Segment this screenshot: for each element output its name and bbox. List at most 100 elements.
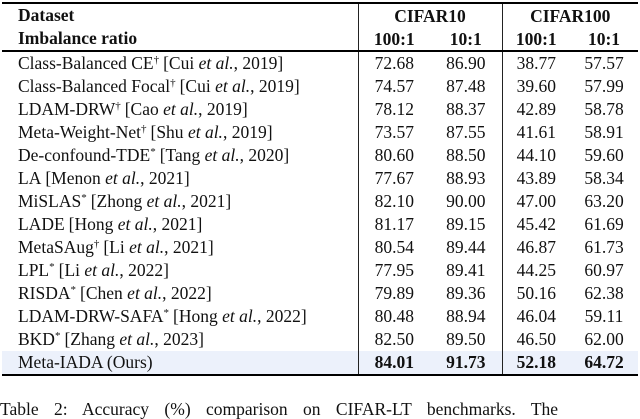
method-cell: LADE [Hong et al., 2021] <box>2 213 358 236</box>
header-cifar100-10to1: 10:1 <box>587 29 621 49</box>
citation: [Cui et al., 2019] <box>163 53 284 73</box>
value-cell-cifar100-10to1: 63.20 <box>584 191 624 211</box>
method-name: Class-Balanced CE <box>18 53 154 73</box>
value-cell-cifar100-100to1: 46.87 <box>501 236 570 259</box>
value-cell-cifar10-100to1: 78.12 <box>357 98 430 121</box>
value-cell-cifar10-10to1: 86.90 <box>446 53 486 73</box>
value-cell-cifar10-10to1: 89.44 <box>446 237 486 257</box>
value-cell-cifar100-100to1: 46.04 <box>501 305 570 328</box>
method-name: LDAM-DRW-SAFA <box>18 306 164 326</box>
table-row: LA [Menon et al., 2021] 77.67 88.93 43.89… <box>2 167 638 190</box>
header-cifar10-10to1: 10:1 <box>449 29 482 49</box>
header-group-cifar10: CIFAR10 <box>357 3 502 28</box>
value-cell-cifar10-10to1: 88.94 <box>446 306 486 326</box>
method-cell: De-confound-TDE* [Tang et al., 2020] <box>2 144 358 167</box>
value-cell-cifar10-10to1: 88.37 <box>446 99 486 119</box>
value-cell-cifar100-10to1: 57.57 <box>584 53 624 73</box>
method-name: BKD <box>18 329 55 349</box>
citation: [Cui et al., 2019] <box>179 76 300 96</box>
value-cell-cifar100-10to1: 57.99 <box>584 76 624 96</box>
value-cell-cifar100-10to1: 64.72 <box>584 352 624 372</box>
value-cell-cifar10-10to1: 89.36 <box>446 283 486 303</box>
method-cell: Class-Balanced CE† [Cui et al., 2019] <box>2 51 358 75</box>
method-cell: LDAM-DRW-SAFA* [Hong et al., 2022] <box>2 305 358 328</box>
table-row: MetaSAug† [Li et al., 2021] 80.54 89.44 4… <box>2 236 638 259</box>
table-row: Class-Balanced Focal† [Cui et al., 2019] … <box>2 75 638 98</box>
value-cell-cifar100-100to1: 42.89 <box>501 98 570 121</box>
method-cell: MiSLAS* [Zhong et al., 2021] <box>2 190 358 213</box>
value-cell-cifar10-10to1: 87.48 <box>446 76 486 96</box>
citation: [Cao et al., 2019] <box>124 99 248 119</box>
value-cell-cifar100-100to1: 39.60 <box>501 75 570 98</box>
citation: [Menon et al., 2021] <box>45 168 190 188</box>
value-cell-cifar10-100to1: 81.17 <box>357 213 430 236</box>
method-superscript: † <box>170 77 176 89</box>
value-cell-cifar10-100to1: 77.67 <box>357 167 430 190</box>
value-cell-cifar10-10to1: 87.55 <box>446 122 486 142</box>
method-superscript: * <box>54 330 61 342</box>
method-superscript: † <box>93 238 100 250</box>
header-imbalance-ratio-label: Imbalance ratio <box>18 28 138 48</box>
value-cell-cifar10-10to1: 89.41 <box>446 260 486 280</box>
value-cell-cifar100-100to1: 45.42 <box>501 213 570 236</box>
value-cell-cifar10-100to1: 74.57 <box>357 75 430 98</box>
method-name: MiSLAS <box>18 191 82 211</box>
value-cell-cifar10-100to1: 80.48 <box>357 305 430 328</box>
value-cell-cifar10-10to1: 89.50 <box>446 329 486 349</box>
citation: [Tang et al., 2020] <box>159 145 290 165</box>
value-cell-cifar10-10to1: 91.73 <box>446 352 486 372</box>
table-row: LDAM-DRW† [Cao et al., 2019] 78.12 88.37 … <box>2 98 638 121</box>
value-cell-cifar10-100to1: 72.68 <box>357 51 430 75</box>
table-row: BKD* [Zhang et al., 2023] 82.50 89.50 46.… <box>2 328 638 351</box>
table-caption: Table 2: Accuracy (%) comparison on CIFA… <box>0 399 559 419</box>
citation: [Zhong et al., 2021] <box>90 191 232 211</box>
method-cell: MetaSAug† [Li et al., 2021] <box>2 236 358 259</box>
method-cell: LPL* [Li et al., 2022] <box>2 259 358 282</box>
method-cell: RISDA* [Chen et al., 2022] <box>2 282 358 305</box>
citation: [Li et al., 2022] <box>58 260 169 280</box>
value-cell-cifar10-100to1: 82.10 <box>357 190 430 213</box>
method-superscript: * <box>150 146 156 158</box>
header-cifar100-100to1: 100:1 <box>501 28 570 51</box>
value-cell-cifar10-10to1: 89.15 <box>446 214 486 234</box>
table-row: Class-Balanced CE† [Cui et al., 2019] 72.… <box>2 51 638 75</box>
value-cell-cifar10-100to1: 77.95 <box>357 259 430 282</box>
value-cell-cifar10-100to1: 84.01 <box>357 351 430 375</box>
table-body: Class-Balanced CE† [Cui et al., 2019] 72.… <box>2 51 638 375</box>
citation: [Li et al., 2021] <box>103 237 214 257</box>
method-name: MetaSAug <box>18 237 94 257</box>
method-cell: LA [Menon et al., 2021] <box>2 167 358 190</box>
method-superscript: † <box>153 54 160 66</box>
method-superscript: * <box>70 284 77 296</box>
value-cell-cifar10-100to1: 82.50 <box>357 328 430 351</box>
method-superscript: * <box>81 192 87 204</box>
value-cell-cifar10-100to1: 80.60 <box>357 144 430 167</box>
value-cell-cifar100-100to1: 52.18 <box>501 351 570 375</box>
value-cell-cifar100-100to1: 47.00 <box>501 190 570 213</box>
table-row: RISDA* [Chen et al., 2022] 79.89 89.36 50… <box>2 282 638 305</box>
table-row: LADE [Hong et al., 2021] 81.17 89.15 45.4… <box>2 213 638 236</box>
value-cell-cifar10-100to1: 73.57 <box>357 121 430 144</box>
method-superscript: † <box>141 123 147 135</box>
value-cell-cifar100-10to1: 59.11 <box>584 306 624 326</box>
table-row: Meta-Weight-Net† [Shu et al., 2019] 73.57… <box>2 121 638 144</box>
value-cell-cifar100-100to1: 44.10 <box>501 144 570 167</box>
citation: [Hong et al., 2022] <box>173 306 307 326</box>
method-cell: Meta-Weight-Net† [Shu et al., 2019] <box>2 121 358 144</box>
citation: [Shu et al., 2019] <box>150 122 273 142</box>
method-name: LA <box>18 168 42 188</box>
header-cifar10-100to1: 100:1 <box>357 28 430 51</box>
method-cell: Class-Balanced Focal† [Cui et al., 2019] <box>2 75 358 98</box>
value-cell-cifar100-10to1: 59.60 <box>584 145 624 165</box>
value-cell-cifar100-100to1: 41.61 <box>501 121 570 144</box>
header-dataset-cell: Dataset Imbalance ratio <box>2 3 358 51</box>
method-name: LDAM-DRW <box>18 99 116 119</box>
method-cell: BKD* [Zhang et al., 2023] <box>2 328 358 351</box>
value-cell-cifar100-100to1: 44.25 <box>501 259 570 282</box>
results-table: Dataset Imbalance ratio CIFAR10 CIFAR100… <box>2 2 638 376</box>
value-cell-cifar10-100to1: 80.54 <box>357 236 430 259</box>
citation: [Chen et al., 2022] <box>80 283 212 303</box>
method-superscript: * <box>49 261 55 273</box>
value-cell-cifar10-10to1: 88.93 <box>446 168 486 188</box>
